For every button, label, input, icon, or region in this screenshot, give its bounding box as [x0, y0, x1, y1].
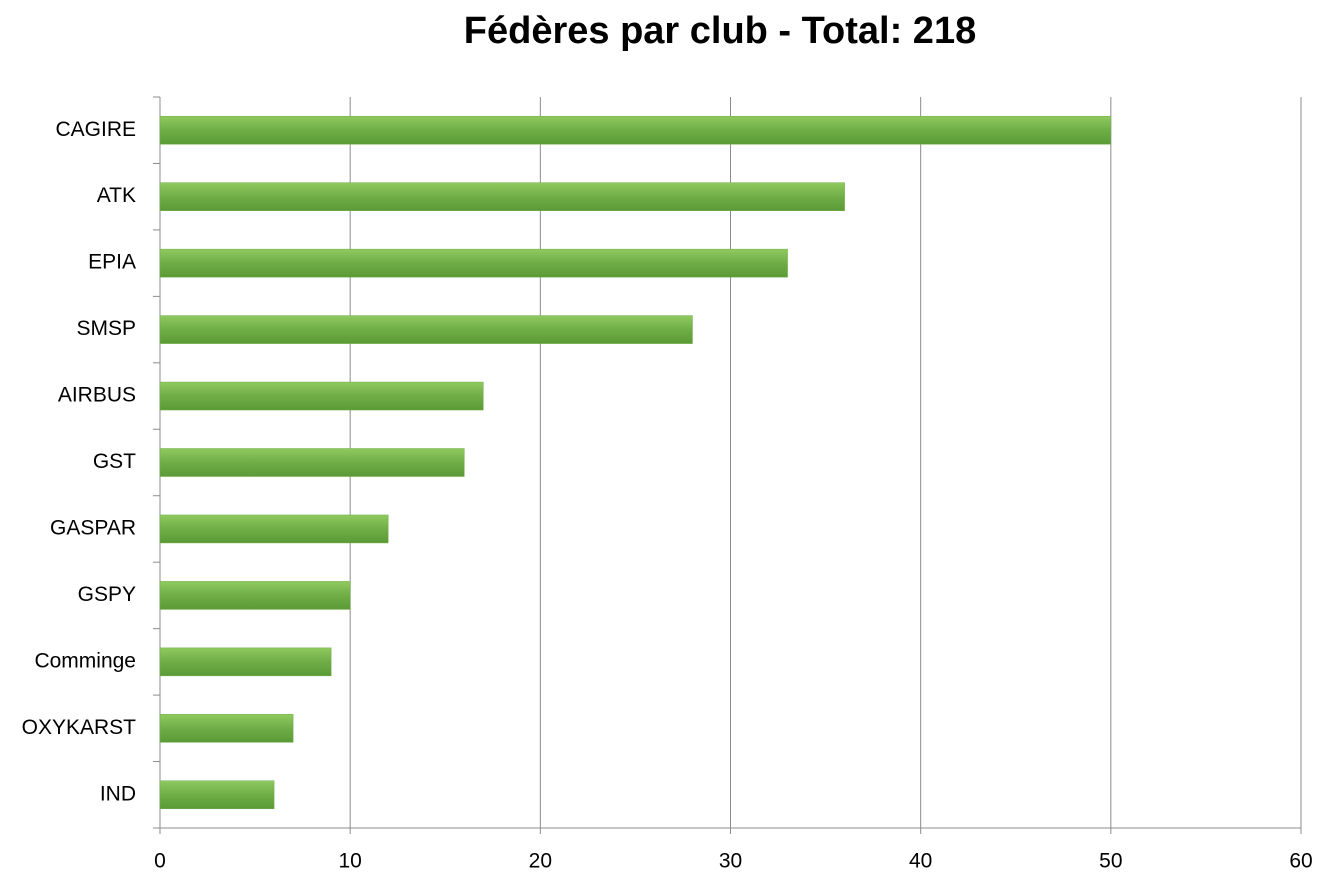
bar [159, 647, 332, 677]
y-tick-label: AIRBUS [58, 384, 136, 407]
y-tick-label: SMSP [76, 317, 136, 340]
bar [159, 115, 1112, 145]
chart-title: Fédères par club - Total: 218 [464, 10, 976, 52]
y-tick-label: OXYKARST [22, 716, 137, 739]
x-tick-label: 20 [529, 850, 552, 873]
bar [159, 780, 275, 810]
y-tick-label: GSPY [78, 583, 136, 606]
bar [159, 581, 351, 610]
bar [159, 248, 788, 278]
y-tick-label: ATK [97, 184, 136, 207]
x-tick-label: 50 [1099, 850, 1122, 873]
x-tick-label: 30 [719, 850, 742, 873]
bar [159, 381, 484, 411]
y-tick-label: Comminge [34, 649, 136, 672]
y-tick-label: EPIA [88, 251, 136, 274]
y-tick-label: CAGIRE [55, 118, 136, 141]
x-tick-label: 10 [338, 850, 361, 873]
y-tick-label: IND [100, 782, 136, 805]
bar [159, 714, 294, 743]
bar [159, 514, 389, 544]
x-tick-label: 60 [1289, 850, 1312, 873]
y-tick-label: GST [93, 450, 136, 473]
x-tick-label: 40 [909, 850, 932, 873]
y-tick-label: GASPAR [50, 517, 136, 540]
x-tick-label: 0 [154, 850, 166, 873]
bar [159, 182, 845, 211]
bar [159, 315, 693, 344]
bar [159, 448, 465, 477]
